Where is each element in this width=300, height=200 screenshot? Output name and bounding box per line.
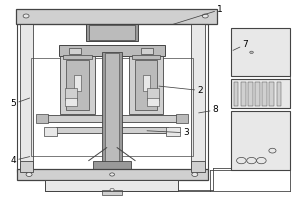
Bar bbox=[191, 24, 205, 169]
Text: 2: 2 bbox=[159, 86, 203, 95]
Bar bbox=[105, 53, 119, 168]
Text: 3: 3 bbox=[147, 128, 189, 137]
Bar bbox=[234, 82, 239, 106]
Bar bbox=[141, 48, 153, 54]
Bar bbox=[255, 82, 260, 106]
Bar bbox=[63, 55, 92, 59]
Bar bbox=[262, 82, 267, 106]
Bar bbox=[102, 52, 122, 169]
Bar bbox=[129, 56, 164, 114]
Circle shape bbox=[202, 14, 208, 18]
Bar bbox=[69, 48, 81, 54]
Bar bbox=[231, 28, 290, 76]
Bar bbox=[46, 180, 178, 191]
Bar bbox=[269, 82, 274, 106]
Bar bbox=[60, 56, 95, 114]
Bar bbox=[93, 161, 130, 169]
Bar bbox=[74, 75, 81, 91]
Bar bbox=[59, 45, 165, 56]
Bar bbox=[65, 88, 77, 100]
Circle shape bbox=[192, 172, 198, 176]
Circle shape bbox=[250, 51, 253, 54]
Bar bbox=[231, 111, 290, 170]
Bar bbox=[56, 127, 168, 133]
Circle shape bbox=[26, 172, 32, 176]
Bar bbox=[142, 75, 150, 91]
Bar bbox=[17, 169, 208, 180]
Bar bbox=[36, 114, 48, 123]
Bar bbox=[147, 88, 159, 100]
Bar bbox=[89, 25, 135, 40]
Bar bbox=[191, 161, 205, 171]
Bar bbox=[31, 58, 193, 156]
Bar bbox=[20, 161, 33, 171]
Circle shape bbox=[110, 173, 115, 176]
Circle shape bbox=[110, 188, 114, 191]
Bar bbox=[176, 114, 188, 123]
Text: 4: 4 bbox=[11, 156, 30, 165]
Bar bbox=[17, 24, 208, 171]
Text: 7: 7 bbox=[233, 40, 248, 50]
Bar bbox=[16, 9, 217, 24]
Bar bbox=[20, 24, 33, 169]
Bar bbox=[47, 115, 177, 122]
Text: 8: 8 bbox=[199, 105, 219, 114]
Bar bbox=[65, 98, 77, 106]
Bar bbox=[86, 24, 138, 41]
Bar bbox=[44, 127, 57, 136]
Bar bbox=[135, 60, 158, 110]
Bar bbox=[66, 60, 89, 110]
Bar bbox=[248, 82, 253, 106]
Bar bbox=[277, 82, 281, 106]
Bar bbox=[241, 82, 246, 106]
Circle shape bbox=[23, 14, 29, 18]
Text: 1: 1 bbox=[172, 5, 223, 25]
Bar bbox=[102, 190, 122, 195]
Bar bbox=[147, 98, 159, 106]
Text: 5: 5 bbox=[11, 98, 30, 108]
Bar bbox=[132, 55, 160, 59]
Bar bbox=[231, 79, 290, 108]
Bar bbox=[167, 127, 180, 136]
